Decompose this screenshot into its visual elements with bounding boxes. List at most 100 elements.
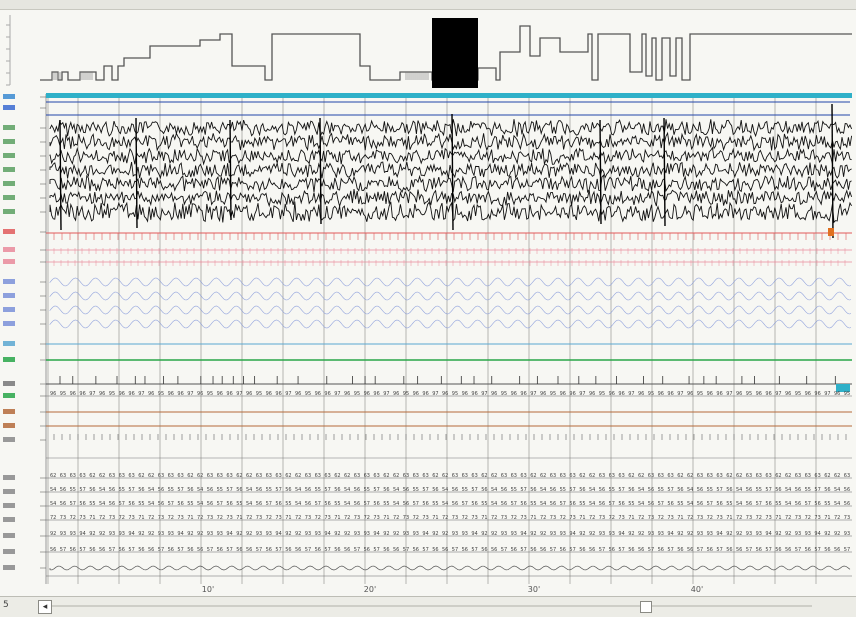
value-cell: 54 <box>442 501 448 507</box>
hypnogram-panel[interactable] <box>0 10 856 91</box>
value-cell: 73 <box>403 515 409 521</box>
value-cell: 95 <box>109 391 115 397</box>
value-cell: 63 <box>354 473 360 479</box>
value-cell: 96 <box>373 391 379 397</box>
scroll-thumb[interactable] <box>640 601 652 613</box>
value-cell: 71 <box>138 515 144 521</box>
value-cell: 57 <box>128 547 134 553</box>
value-cell: 57 <box>177 547 183 553</box>
value-cell: 54 <box>99 501 105 507</box>
value-cell: 62 <box>687 473 693 479</box>
signal-display-area[interactable]: 96 95 96 96 97 96 95 96 96 97 96 95 96 96 97 96 95 96 96 97… <box>0 90 856 596</box>
channel-label-eeg <box>3 153 15 158</box>
eeg-trace <box>49 201 852 224</box>
value-cell: 56 <box>393 547 399 553</box>
value-cell: 54 <box>589 487 595 493</box>
value-cell: 56 <box>177 501 183 507</box>
value-cell: 56 <box>413 547 419 553</box>
value-cell: 63 <box>707 473 713 479</box>
value-cell: 96 <box>70 391 76 397</box>
value-cell: 93 <box>207 531 213 537</box>
value-cell: 93 <box>315 531 321 537</box>
value-cell: 56 <box>756 547 762 553</box>
value-cell: 92 <box>285 531 291 537</box>
value-cell: 56 <box>89 487 95 493</box>
value-cell: 95 <box>207 391 213 397</box>
value-cell: 57 <box>658 501 664 507</box>
timeline-tick-label: 10' <box>202 585 214 594</box>
value-cell: 97 <box>187 391 193 397</box>
value-cell: 92 <box>834 531 840 537</box>
signal-traces[interactable]: 96 95 96 96 97 96 95 96 96 97 96 95 96 96 97 96 95 96 96 97… <box>0 90 856 596</box>
value-cell: 95 <box>256 391 262 397</box>
value-cell: 63 <box>119 473 125 479</box>
value-cell: 56 <box>599 501 605 507</box>
value-cell: 72 <box>540 515 546 521</box>
value-cell: 96 <box>50 391 56 397</box>
value-cell: 92 <box>99 531 105 537</box>
value-cell: 56 <box>844 501 850 507</box>
value-cell: 63 <box>70 473 76 479</box>
value-cell: 56 <box>60 487 66 493</box>
value-cell: 72 <box>295 515 301 521</box>
timeline-tick-label: 40' <box>691 585 703 594</box>
value-cell: 56 <box>256 501 262 507</box>
eeg-trace <box>49 174 852 194</box>
value-cell: 93 <box>501 531 507 537</box>
value-cell: 95 <box>599 391 605 397</box>
value-cell: 56 <box>795 501 801 507</box>
artifact-spike <box>319 117 322 225</box>
value-cell: 97 <box>89 391 95 397</box>
value-cell: 96 <box>246 391 252 397</box>
value-cell: 57 <box>324 487 330 493</box>
value-cell: 93 <box>599 531 605 537</box>
value-cell: 57 <box>618 487 624 493</box>
value-cell: 73 <box>226 515 232 521</box>
value-cell: 56 <box>501 487 507 493</box>
value-cell: 57 <box>324 547 330 553</box>
value-cell: 96 <box>442 391 448 397</box>
value-cell: 73 <box>648 515 654 521</box>
value-cell: 55 <box>138 501 144 507</box>
value-cell: 56 <box>187 487 193 493</box>
value-cell: 57 <box>177 487 183 493</box>
value-cell: 93 <box>158 531 164 537</box>
scroll-left-button[interactable]: ◂ <box>38 600 52 614</box>
value-cell: 54 <box>540 501 546 507</box>
value-cell: 73 <box>452 515 458 521</box>
value-cell: 93 <box>266 531 272 537</box>
hypnogram-graph[interactable] <box>0 10 856 90</box>
value-cell: 73 <box>305 515 311 521</box>
channel-label-value <box>3 533 15 538</box>
value-cell: 56 <box>207 487 213 493</box>
value-cell: 96 <box>471 391 477 397</box>
value-cell: 95 <box>354 391 360 397</box>
value-cell: 92 <box>589 531 595 537</box>
bottom-scrollbar[interactable]: 5 ◂ <box>0 596 856 617</box>
value-cell: 93 <box>805 531 811 537</box>
value-cell: 62 <box>736 473 742 479</box>
value-cell: 93 <box>462 531 468 537</box>
scroll-track[interactable] <box>52 602 812 610</box>
value-cell: 56 <box>599 487 605 493</box>
value-cell: 57 <box>217 501 223 507</box>
value-cell: 96 <box>266 391 272 397</box>
artifact-spike <box>59 119 62 231</box>
value-cell: 54 <box>687 487 693 493</box>
value-cell: 56 <box>628 547 634 553</box>
value-cell: 63 <box>844 473 850 479</box>
value-cell: 95 <box>305 391 311 397</box>
value-cell: 72 <box>364 515 370 521</box>
value-cell: 56 <box>422 501 428 507</box>
value-cell: 63 <box>667 473 673 479</box>
value-cell: 96 <box>344 391 350 397</box>
value-cell: 56 <box>481 487 487 493</box>
value-cell: 73 <box>697 515 703 521</box>
value-cell: 56 <box>775 487 781 493</box>
value-cell: 63 <box>177 473 183 479</box>
value-cell: 57 <box>550 547 556 553</box>
value-cell: 56 <box>726 487 732 493</box>
value-cell: 97 <box>579 391 585 397</box>
value-cell: 93 <box>305 531 311 537</box>
value-cell: 96 <box>667 391 673 397</box>
